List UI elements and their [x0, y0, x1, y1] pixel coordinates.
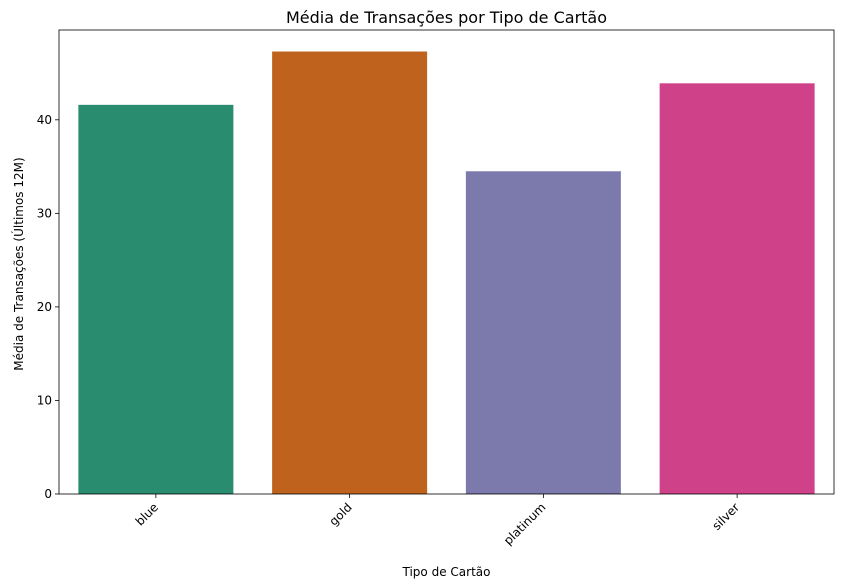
bars — [78, 51, 815, 495]
x-axis-label: Tipo de Cartão — [402, 565, 491, 579]
x-tick-label-silver: silver — [709, 500, 742, 533]
bar-platinum — [465, 171, 621, 495]
x-tick-label-blue: blue — [133, 500, 161, 528]
y-axis-label: Média de Transações (Últimos 12M) — [11, 157, 26, 370]
bar-blue — [78, 104, 234, 494]
y-tick-label: 40 — [37, 113, 52, 127]
y-tick-label: 0 — [44, 487, 52, 501]
chart-title: Média de Transações por Tipo de Cartão — [286, 8, 607, 27]
y-tick-label: 30 — [37, 206, 52, 220]
x-tick-label-gold: gold — [327, 500, 355, 528]
y-tick-label: 10 — [37, 393, 52, 407]
bar-gold — [272, 51, 428, 495]
plot-frame — [58, 29, 835, 495]
y-tick-label: 20 — [37, 300, 52, 314]
bar-silver — [659, 83, 815, 495]
x-tick-label-platinum: platinum — [501, 500, 549, 548]
